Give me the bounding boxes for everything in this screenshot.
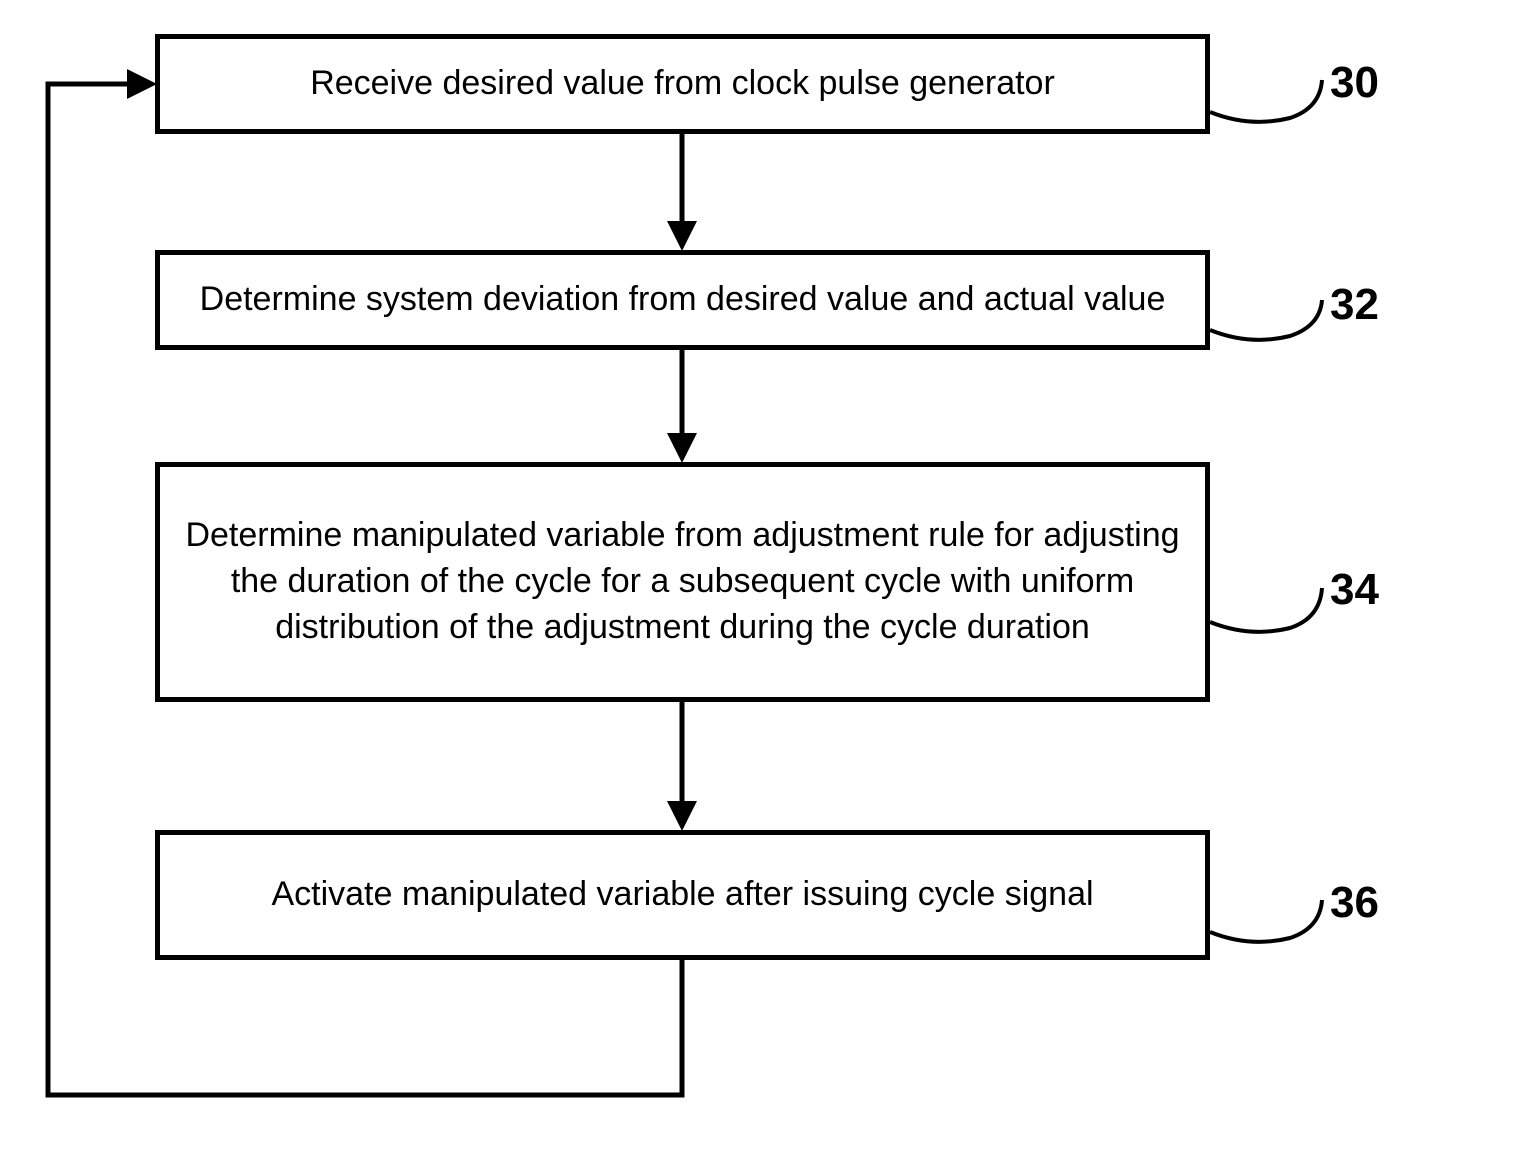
flow-box-34: Determine manipulated variable from adju… <box>155 462 1210 702</box>
ref-label-36: 36 <box>1330 878 1379 928</box>
ref-label-34: 34 <box>1330 565 1379 615</box>
callout-34 <box>1210 588 1322 632</box>
flow-box-30: Receive desired value from clock pulse g… <box>155 34 1210 134</box>
ref-label-32: 32 <box>1330 280 1379 330</box>
callout-30 <box>1210 80 1322 122</box>
flow-box-36: Activate manipulated variable after issu… <box>155 830 1210 960</box>
flow-box-30-text: Receive desired value from clock pulse g… <box>310 61 1055 107</box>
flow-box-36-text: Activate manipulated variable after issu… <box>271 872 1093 918</box>
ref-label-30: 30 <box>1330 58 1379 108</box>
flowchart-container: Receive desired value from clock pulse g… <box>0 0 1528 1171</box>
callout-36 <box>1210 900 1322 942</box>
callout-32 <box>1210 300 1322 340</box>
flow-box-32: Determine system deviation from desired … <box>155 250 1210 350</box>
flow-box-32-text: Determine system deviation from desired … <box>200 277 1166 323</box>
flow-box-34-text: Determine manipulated variable from adju… <box>180 513 1185 651</box>
